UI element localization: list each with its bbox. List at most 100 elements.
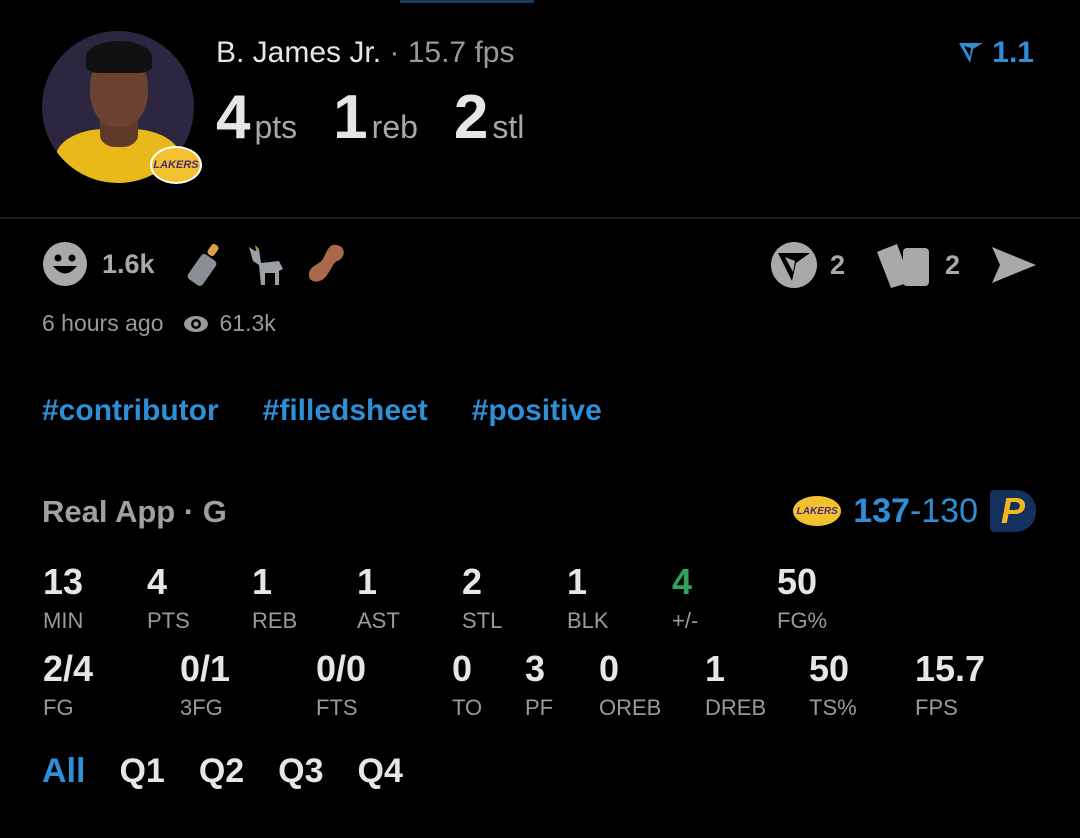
top-indicator (400, 0, 534, 3)
stat-oreb: 0 OREB (599, 651, 661, 721)
view-count: 61.3k (219, 310, 276, 336)
comment-count: 2 (829, 249, 845, 280)
reaction-count: 1.6k (102, 248, 155, 279)
tab-q4[interactable]: Q4 (357, 752, 403, 790)
stat-value: 50 (809, 648, 850, 689)
stat-value: 4 (672, 561, 693, 602)
hashtag-link[interactable]: #positive (471, 394, 602, 427)
stat-dreb: 1 DREB (705, 651, 766, 721)
stat-fg-: 50 FG% (777, 564, 827, 634)
team-logo-text: LAKERS (153, 159, 199, 171)
stat-label: FG% (777, 608, 828, 633)
stat-label: PF (525, 695, 554, 720)
stat-value: 2 (462, 561, 483, 602)
player-fps: · 15.7 fps (389, 36, 515, 69)
smile-reaction-icon[interactable] (42, 241, 88, 287)
card-count: 2 (944, 249, 960, 280)
stat-label: +/- (672, 608, 699, 633)
stat-label: MIN (43, 608, 84, 633)
stat-value: 0/0 (316, 648, 367, 689)
home-score: 137 (853, 491, 910, 530)
stat-value: 2/4 (43, 648, 94, 689)
stat-fts: 0/0 FTS (316, 651, 366, 721)
headline-stat-unit: stl (492, 109, 525, 145)
headline-stat-value: 4 (216, 83, 251, 152)
cards-icon[interactable] (875, 242, 933, 288)
stat-label: OREB (599, 695, 662, 720)
stat-value: 50 (777, 561, 818, 602)
rating-value: 1.1 (992, 36, 1034, 69)
tab-q2[interactable]: Q2 (198, 752, 245, 790)
goat-icon[interactable] (243, 241, 289, 287)
stat-value: 0/1 (180, 648, 231, 689)
stat-blk: 1 BLK (567, 564, 609, 634)
stat-label: FG (43, 695, 74, 720)
stat-value: 1 (567, 561, 588, 602)
post-actions: 2 2 (770, 241, 1038, 289)
stat-label: FPS (915, 695, 958, 720)
headline-stat-value: 1 (333, 83, 368, 152)
stat-pts: 4 PTS (147, 564, 190, 634)
stat-value: 3 (525, 648, 546, 689)
stat-label: FTS (316, 695, 358, 720)
stat-value: 1 (252, 561, 273, 602)
hashtag-link[interactable]: #filledsheet (262, 394, 428, 427)
stat-value: 15.7 (915, 648, 986, 689)
player-title[interactable]: B. James Jr. · 15.7 fps (216, 36, 514, 70)
stat-fg: 2/4 FG (43, 651, 93, 721)
tab-q3[interactable]: Q3 (278, 752, 324, 790)
baby-bottle-icon[interactable] (183, 241, 229, 287)
post-meta: 6 hours ago 61.3k (42, 310, 276, 337)
stat-to: 0 TO (452, 651, 482, 721)
stat-value: 0 (599, 648, 620, 689)
rating-badge[interactable]: 1.1 (958, 36, 1034, 70)
tab-all[interactable]: All (42, 752, 86, 790)
stat-value: 13 (43, 561, 84, 602)
stat-label: AST (357, 608, 400, 633)
share-icon[interactable] (990, 245, 1038, 285)
team-logo: LAKERS (150, 146, 202, 184)
hashtag-link[interactable]: #contributor (42, 394, 219, 427)
stat-label: TS% (809, 695, 857, 720)
stat-value: 1 (357, 561, 378, 602)
stat-pf: 3 PF (525, 651, 553, 721)
headline-stat-unit: pts (254, 109, 298, 145)
headline-stat-unit: reb (371, 109, 418, 145)
stat-label: REB (252, 608, 298, 633)
stat-ast: 1 AST (357, 564, 400, 634)
stat-label: DREB (705, 695, 767, 720)
stat-label: 3FG (180, 695, 223, 720)
hashtags: #contributor #filledsheet #positive (42, 394, 602, 428)
stat-value: 1 (705, 648, 726, 689)
pacers-logo: P (990, 490, 1036, 532)
stat-value: 0 (452, 648, 473, 689)
reaction-bar: 1.6k (42, 241, 349, 287)
stat-fps: 15.7 FPS (915, 651, 985, 721)
tab-q1[interactable]: Q1 (119, 752, 165, 790)
peanut-icon[interactable] (303, 241, 349, 287)
comment-icon[interactable] (770, 241, 818, 289)
stat-stl: 2 STL (462, 564, 502, 634)
stat-label: BLK (567, 608, 609, 633)
game-source-title: Real App · G (42, 494, 227, 529)
away-score: 130 (921, 491, 978, 530)
stat-ts-: 50 TS% (809, 651, 857, 721)
real-logo-icon (959, 43, 984, 63)
avatar-hair (86, 41, 152, 73)
stat-reb: 1 REB (252, 564, 297, 634)
quarter-tabs: All Q1 Q2 Q3 Q4 (42, 752, 403, 791)
eye-icon (184, 315, 209, 332)
divider (0, 217, 1080, 219)
stat--: 4 +/- (672, 564, 698, 634)
stat-3fg: 0/1 3FG (180, 651, 230, 721)
stat-label: TO (452, 695, 483, 720)
stat-value: 4 (147, 561, 168, 602)
stat-min: 13 MIN (43, 564, 83, 634)
stat-label: STL (462, 608, 503, 633)
score-separator: - (909, 491, 922, 530)
headline-stats: 4 pts 1 reb 2 stl (216, 82, 560, 153)
game-score[interactable]: LAKERS 137-130 P (793, 490, 1036, 532)
time-ago: 6 hours ago (42, 310, 164, 336)
lakers-logo: LAKERS (793, 496, 842, 526)
stat-label: PTS (147, 608, 190, 633)
